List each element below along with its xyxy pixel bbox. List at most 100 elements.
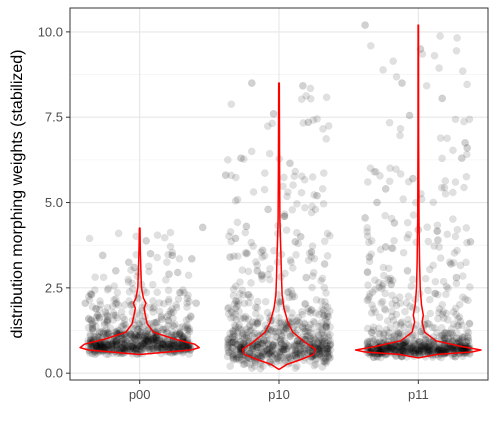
data-point (322, 357, 331, 365)
data-point (159, 340, 168, 349)
data-point (260, 347, 268, 356)
data-point (263, 346, 271, 355)
data-point (274, 328, 283, 336)
data-point (184, 343, 192, 352)
data-point (98, 251, 107, 260)
data-point (366, 164, 375, 172)
data-point (174, 342, 183, 351)
data-point (142, 332, 151, 340)
data-point (84, 315, 93, 324)
data-point (112, 338, 120, 346)
data-point (443, 315, 452, 324)
data-point (133, 342, 142, 351)
data-point (457, 154, 466, 162)
data-point (426, 309, 435, 318)
data-point (438, 154, 446, 163)
data-point (108, 340, 117, 349)
data-point (151, 341, 160, 349)
data-point (403, 218, 412, 227)
data-point (390, 333, 399, 341)
data-point (264, 331, 273, 339)
x-tick-label: p10 (268, 387, 290, 402)
data-point (113, 344, 121, 352)
data-point (114, 301, 123, 309)
data-point (388, 244, 397, 253)
data-point (117, 344, 126, 352)
data-point (265, 149, 274, 158)
data-point (276, 353, 285, 362)
data-point (116, 343, 125, 352)
data-point (137, 346, 145, 354)
data-point (120, 339, 128, 347)
data-point (175, 341, 183, 349)
data-point (185, 297, 193, 306)
data-point (288, 318, 297, 326)
data-point (361, 214, 369, 222)
data-point (175, 254, 184, 263)
data-point (151, 318, 160, 327)
data-point (270, 327, 278, 336)
data-point (305, 249, 314, 257)
data-point (136, 342, 144, 350)
data-point (164, 317, 173, 325)
data-point (142, 336, 151, 345)
data-point (229, 337, 238, 346)
data-point (301, 324, 309, 333)
data-point (240, 334, 249, 342)
data-point (155, 323, 164, 332)
data-point (94, 341, 103, 349)
data-point (463, 144, 472, 152)
data-point (381, 306, 390, 314)
data-point (132, 332, 141, 341)
data-point (247, 79, 256, 87)
data-point (291, 341, 300, 350)
data-point (125, 336, 133, 345)
data-point (386, 164, 394, 172)
data-point (167, 339, 175, 347)
data-point (167, 342, 175, 350)
data-point (118, 335, 126, 343)
data-point (389, 57, 398, 66)
data-point (324, 344, 333, 353)
data-point (321, 301, 330, 310)
data-point (152, 333, 160, 342)
data-point (318, 338, 327, 346)
data-point (231, 310, 240, 318)
data-point (260, 337, 269, 345)
data-point (253, 304, 262, 312)
data-point (168, 251, 177, 260)
data-point (230, 335, 239, 344)
data-point (325, 354, 334, 362)
data-point (101, 341, 109, 350)
data-point (263, 122, 272, 130)
data-point (409, 211, 418, 219)
data-point (146, 249, 155, 258)
data-point (127, 337, 136, 345)
data-point (92, 304, 100, 313)
data-point (308, 336, 317, 345)
data-point (85, 234, 94, 243)
data-point (96, 300, 105, 309)
data-point (143, 334, 151, 343)
data-point (95, 305, 104, 314)
data-point (232, 353, 241, 362)
data-point (127, 331, 135, 339)
data-point (147, 336, 156, 344)
data-point (452, 47, 461, 55)
data-point (309, 317, 318, 326)
data-point (291, 237, 300, 246)
data-point (318, 305, 326, 313)
data-point (183, 323, 192, 332)
data-point (85, 314, 93, 323)
data-point (160, 233, 169, 242)
data-point (235, 356, 244, 364)
y-axis-title: distribution morphing weights (stabilize… (9, 49, 26, 338)
data-point (168, 248, 177, 257)
data-point (429, 198, 438, 207)
data-point (123, 342, 131, 350)
data-point (155, 336, 163, 345)
data-point (436, 134, 445, 142)
data-point (385, 177, 394, 186)
data-point (169, 308, 177, 316)
data-point (127, 266, 135, 274)
